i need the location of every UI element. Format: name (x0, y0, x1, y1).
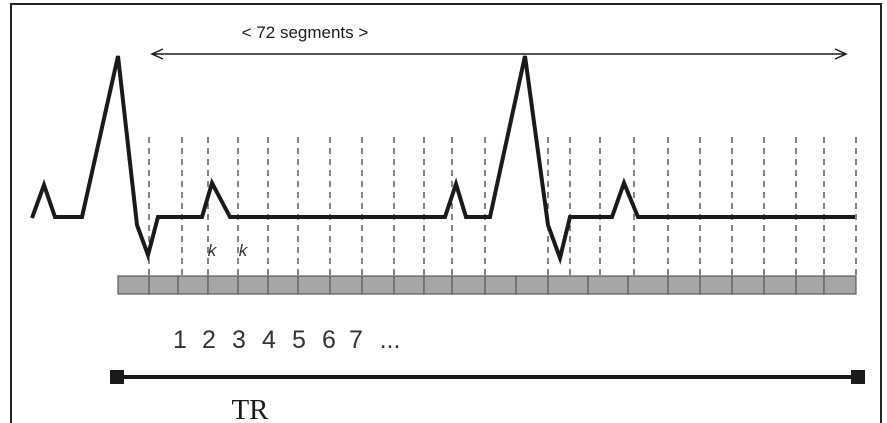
segment-number: 6 (322, 326, 336, 354)
segments-arrow (150, 48, 848, 60)
segment-block (795, 275, 825, 295)
segment-block (451, 275, 486, 295)
segment-block (823, 275, 857, 295)
segment-block (587, 275, 629, 295)
segment-number: ... (380, 326, 401, 354)
tr-bar (110, 370, 865, 384)
segment-block (547, 275, 589, 295)
tr-start-marker (110, 370, 124, 384)
segment-block (423, 275, 453, 295)
segment-block (361, 275, 395, 295)
segment-number: 5 (292, 326, 306, 354)
segment-number: 7 (349, 326, 363, 354)
k-label-2: k (239, 241, 249, 260)
segment-block (627, 275, 669, 295)
segment-block (515, 275, 549, 295)
tr-label: TR (231, 394, 269, 423)
segment-block (329, 275, 363, 295)
ecg-waveform (30, 55, 855, 265)
segment-block (207, 275, 239, 295)
segment-block (148, 275, 179, 295)
segment-number: 4 (262, 326, 276, 354)
segment-block (297, 275, 331, 295)
tr-end-marker (851, 370, 865, 384)
segment-block (237, 275, 269, 295)
segment-block (177, 275, 209, 295)
diagram-frame (10, 3, 882, 423)
segments-label: < 72 segments > (242, 23, 369, 42)
segment-block (484, 275, 517, 295)
segment-block (699, 275, 733, 295)
segment-block (731, 275, 765, 295)
segment-numbers: 1 2 3 4 5 6 7 ... (173, 326, 400, 354)
segment-block (267, 275, 299, 295)
segment-block (667, 275, 701, 295)
segment-block (393, 275, 425, 295)
segment-block (117, 275, 150, 295)
k-label-1: k (208, 241, 218, 260)
segment-bar (117, 275, 857, 295)
segment-number: 2 (202, 326, 216, 354)
segment-block (763, 275, 797, 295)
segment-number: 1 (173, 326, 187, 354)
segment-number: 3 (232, 326, 246, 354)
